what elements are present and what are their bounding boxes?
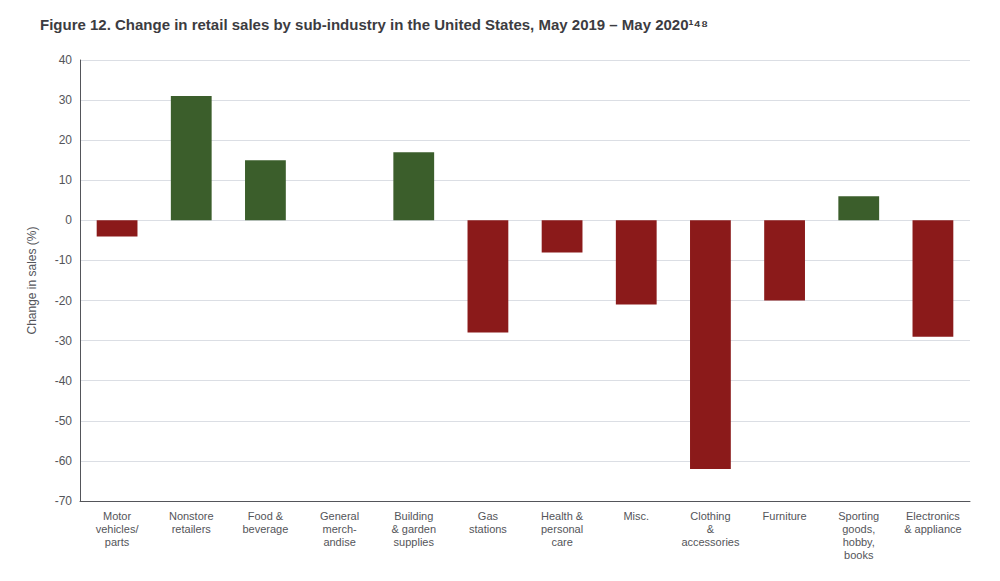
svg-text:Clothing: Clothing bbox=[690, 510, 730, 522]
svg-text:-70: -70 bbox=[55, 494, 73, 508]
svg-text:-50: -50 bbox=[55, 414, 73, 428]
svg-text:supplies: supplies bbox=[394, 536, 435, 548]
svg-text:General: General bbox=[320, 510, 359, 522]
svg-text:goods,: goods, bbox=[842, 523, 875, 535]
svg-text:Figure 12. Change in retail sa: Figure 12. Change in retail sales by sub… bbox=[40, 16, 708, 33]
svg-text:& appliance: & appliance bbox=[904, 523, 962, 535]
svg-text:Nonstore: Nonstore bbox=[169, 510, 214, 522]
svg-text:Health &: Health & bbox=[541, 510, 584, 522]
svg-text:andise: andise bbox=[323, 536, 355, 548]
svg-text:Motor: Motor bbox=[103, 510, 131, 522]
svg-text:hobby,: hobby, bbox=[843, 536, 875, 548]
svg-text:care: care bbox=[551, 536, 572, 548]
svg-text:Electronics: Electronics bbox=[906, 510, 960, 522]
svg-text:20: 20 bbox=[59, 133, 73, 147]
svg-text:-10: -10 bbox=[55, 253, 73, 267]
svg-text:0: 0 bbox=[65, 213, 72, 227]
svg-text:Food &: Food & bbox=[248, 510, 284, 522]
svg-text:& garden: & garden bbox=[391, 523, 436, 535]
svg-text:vehicles/: vehicles/ bbox=[96, 523, 140, 535]
svg-text:-30: -30 bbox=[55, 334, 73, 348]
svg-text:Misc.: Misc. bbox=[623, 510, 649, 522]
svg-text:personal: personal bbox=[541, 523, 583, 535]
svg-text:-60: -60 bbox=[55, 454, 73, 468]
svg-text:30: 30 bbox=[59, 93, 73, 107]
svg-text:-40: -40 bbox=[55, 374, 73, 388]
svg-text:accessories: accessories bbox=[681, 536, 740, 548]
svg-text:books: books bbox=[844, 549, 874, 561]
svg-text:retailers: retailers bbox=[172, 523, 212, 535]
svg-text:Gas: Gas bbox=[478, 510, 499, 522]
svg-text:10: 10 bbox=[59, 173, 73, 187]
svg-text:40: 40 bbox=[59, 53, 73, 67]
svg-text:merch-: merch- bbox=[322, 523, 357, 535]
svg-text:beverage: beverage bbox=[242, 523, 288, 535]
svg-text:Sporting: Sporting bbox=[838, 510, 879, 522]
svg-text:&: & bbox=[707, 523, 715, 535]
svg-text:parts: parts bbox=[105, 536, 130, 548]
svg-text:-20: -20 bbox=[55, 294, 73, 308]
svg-text:Furniture: Furniture bbox=[763, 510, 807, 522]
svg-text:stations: stations bbox=[469, 523, 507, 535]
svg-text:Building: Building bbox=[394, 510, 433, 522]
svg-text:Change in sales (%): Change in sales (%) bbox=[25, 226, 39, 334]
